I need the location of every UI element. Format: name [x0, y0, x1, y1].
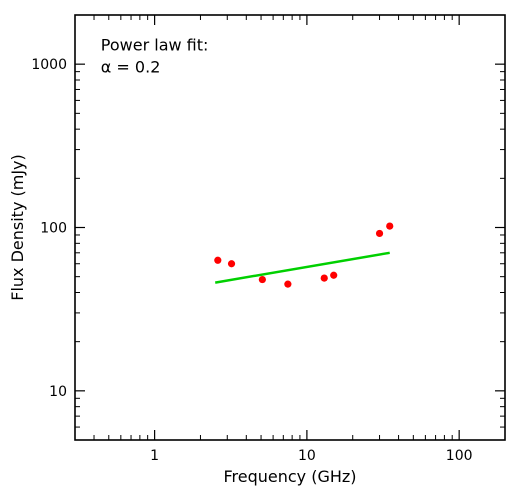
flux-density-chart: 1 10 100 10 100 1000 Frequency (GHz) Flux Densi…: [0, 0, 525, 502]
y-tick-label: 100: [40, 221, 67, 237]
plot-frame: [75, 15, 505, 440]
y-tick-label: 10: [49, 384, 67, 400]
x-axis-title: Frequency (GHz): [223, 467, 356, 486]
data-point: [386, 222, 393, 229]
data-point: [228, 260, 235, 267]
data-point: [259, 276, 266, 283]
fit-line: [215, 253, 390, 283]
chart-svg: 1 10 100 10 100 1000 Frequency (GHz) Flux Densi…: [0, 0, 525, 502]
x-tick-label: 100: [446, 448, 473, 464]
x-tick-label: 1: [150, 448, 159, 464]
y-axis-title: Flux Density (mJy): [8, 154, 27, 301]
y-tick-label: 1000: [31, 57, 67, 73]
annotation-line: Power law fit:: [101, 35, 209, 54]
data-point: [321, 275, 328, 282]
data-point: [284, 281, 291, 288]
data-point: [330, 272, 337, 279]
x-tick-label: 10: [298, 448, 316, 464]
annotation-line: α = 0.2: [101, 57, 161, 76]
data-point: [214, 257, 221, 264]
data-point: [376, 230, 383, 237]
